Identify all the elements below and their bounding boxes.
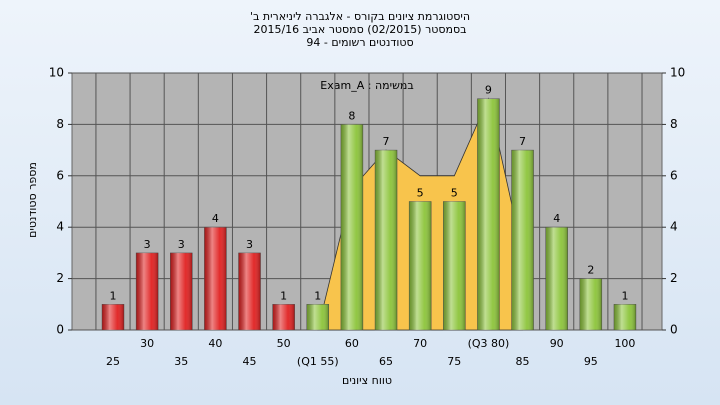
x-tick-label: 35	[174, 355, 188, 368]
x-tick-label: 25	[106, 355, 120, 368]
y-tick-label: 4	[56, 220, 64, 234]
x-tick-label: 30	[140, 337, 154, 350]
x-tick-label: (Q1 55)	[297, 355, 339, 368]
value-label: 1	[314, 289, 321, 302]
y-tick-label: 6	[56, 168, 64, 182]
x-tick-label: 85	[516, 355, 530, 368]
x-tick-label: (Q3 80)	[468, 337, 510, 350]
bar-shine	[238, 252, 261, 330]
bar-shine	[136, 252, 159, 330]
bar-shine	[272, 304, 295, 330]
x-tick-label: 90	[550, 337, 564, 350]
value-label: 5	[451, 187, 458, 200]
y2-tick-label: 6	[670, 168, 678, 182]
bar-shine	[102, 304, 124, 330]
value-label: 1	[621, 289, 628, 302]
y2-tick-label: 10	[670, 66, 685, 80]
y-tick-label: 2	[56, 271, 64, 285]
value-label: 1	[280, 289, 287, 302]
value-label: 1	[110, 289, 117, 302]
x-tick-label: 70	[413, 337, 427, 350]
annotation: במשימה : Exam_A	[320, 79, 413, 92]
y2-tick-label: 8	[670, 117, 678, 131]
y-tick-label: 0	[56, 323, 64, 337]
bar-shine	[511, 150, 534, 330]
x-tick-label: 40	[208, 337, 222, 350]
bar-shine	[613, 304, 636, 330]
bar-shine	[579, 278, 602, 330]
value-label: 4	[212, 212, 219, 225]
y2-tick-label: 0	[670, 323, 678, 337]
value-label: 2	[587, 264, 594, 277]
value-label: 7	[383, 135, 390, 148]
value-label: 3	[144, 238, 151, 251]
bar-shine	[170, 252, 193, 330]
bar-shine	[306, 304, 329, 330]
y2-tick-label: 2	[670, 271, 678, 285]
bar-shine	[443, 201, 466, 330]
bar-shine	[409, 201, 432, 330]
chart-subtitle: בסמסטר (02/2015) סמסטר אביב 2015/16	[253, 23, 466, 36]
chart-title: היסטוגרמת ציונים בקורס - אלגברה ליניארית…	[250, 10, 470, 23]
value-label: 3	[246, 238, 253, 251]
value-label: 7	[519, 135, 526, 148]
value-label: 5	[417, 187, 424, 200]
x-tick-label: 45	[243, 355, 257, 368]
x-tick-label: 75	[447, 355, 461, 368]
bar-shine	[545, 227, 568, 330]
x-tick-label: 65	[379, 355, 393, 368]
x-tick-label: 50	[277, 337, 291, 350]
value-label: 3	[178, 238, 185, 251]
value-label: 8	[348, 109, 355, 122]
x-tick-label: 100	[614, 337, 635, 350]
value-label: 9	[485, 84, 492, 97]
x-tick-label: 95	[584, 355, 598, 368]
y2-tick-label: 4	[670, 220, 678, 234]
bar-shine	[477, 98, 500, 330]
y-axis-title: מספר סטודנטים	[26, 162, 39, 238]
y-tick-label: 8	[56, 117, 64, 131]
x-axis-title: טווח ציונים	[342, 374, 392, 387]
bar-shine	[204, 227, 227, 330]
value-label: 4	[553, 212, 560, 225]
chart-subtitle: סטודנטים רשומים - 94	[306, 36, 413, 49]
bar-shine	[375, 150, 398, 330]
y-tick-label: 10	[49, 66, 64, 80]
x-tick-label: 60	[345, 337, 359, 350]
bar-shine	[340, 124, 363, 331]
